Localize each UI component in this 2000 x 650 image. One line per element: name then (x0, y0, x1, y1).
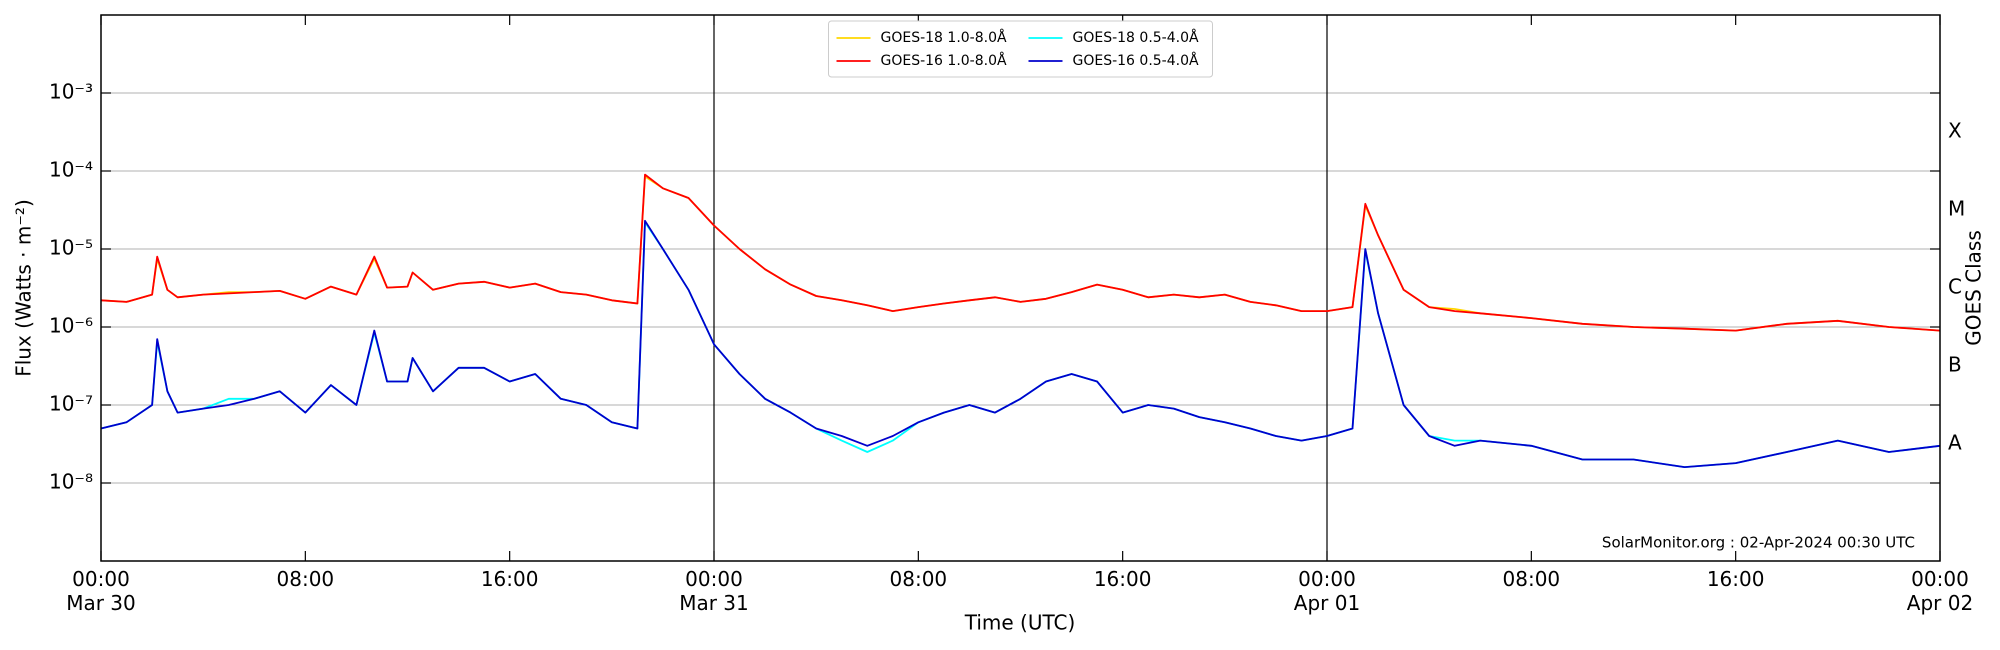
legend-box (828, 20, 1213, 78)
y-tick-label: 10⁻³ (49, 80, 93, 104)
x-tick-label: 08:00 (889, 567, 948, 591)
x-tick-label: 16:00 (480, 567, 539, 591)
x-tick-label: 00:00 Apr 01 (1293, 567, 1361, 615)
x-tick-label: 16:00 (1093, 567, 1152, 591)
x-tick-label: 00:00 Mar 31 (679, 567, 749, 615)
x-tick-label: 00:00 Apr 02 (1906, 567, 1974, 615)
y-tick-label: 10⁻⁵ (49, 236, 93, 260)
x-tick-label: 00:00 Mar 30 (66, 567, 136, 615)
y-tick-label: 10⁻⁸ (49, 470, 93, 494)
series-line (100, 173, 1941, 332)
series-line (100, 221, 1941, 468)
legend-label: GOES-16 1.0-8.0Å (881, 52, 1007, 69)
series-line (100, 175, 1941, 332)
x-tick-label: 08:00 (1502, 567, 1561, 591)
annotation: SolarMonitor.org : 02-Apr-2024 00:30 UTC (1602, 534, 1915, 552)
y2-tick-label: A (1948, 431, 1962, 455)
legend-label: GOES-18 0.5-4.0Å (1073, 29, 1199, 46)
legend-label: GOES-16 0.5-4.0Å (1073, 52, 1199, 69)
y2-tick-label: M (1948, 197, 1965, 221)
y-tick-label: 10⁻⁴ (49, 158, 93, 182)
y2-tick-label: B (1948, 353, 1962, 377)
y-tick-label: 10⁻⁷ (49, 392, 93, 416)
x-tick-label: 16:00 (1706, 567, 1765, 591)
y-axis-label: Flux (Watts · m⁻²) (12, 199, 36, 377)
series-line (100, 219, 1941, 468)
x-tick-label: 08:00 (276, 567, 335, 591)
y-tick-label: 10⁻⁶ (49, 314, 93, 338)
series-group (100, 173, 1941, 468)
y2-tick-label: X (1948, 119, 1962, 143)
y2-axis-label: GOES Class (1962, 230, 1986, 346)
legend-label: GOES-18 1.0-8.0Å (881, 29, 1007, 46)
x-axis-label: Time (UTC) (964, 611, 1076, 635)
y2-tick-label: C (1948, 275, 1962, 299)
plot-frame (100, 14, 1941, 562)
